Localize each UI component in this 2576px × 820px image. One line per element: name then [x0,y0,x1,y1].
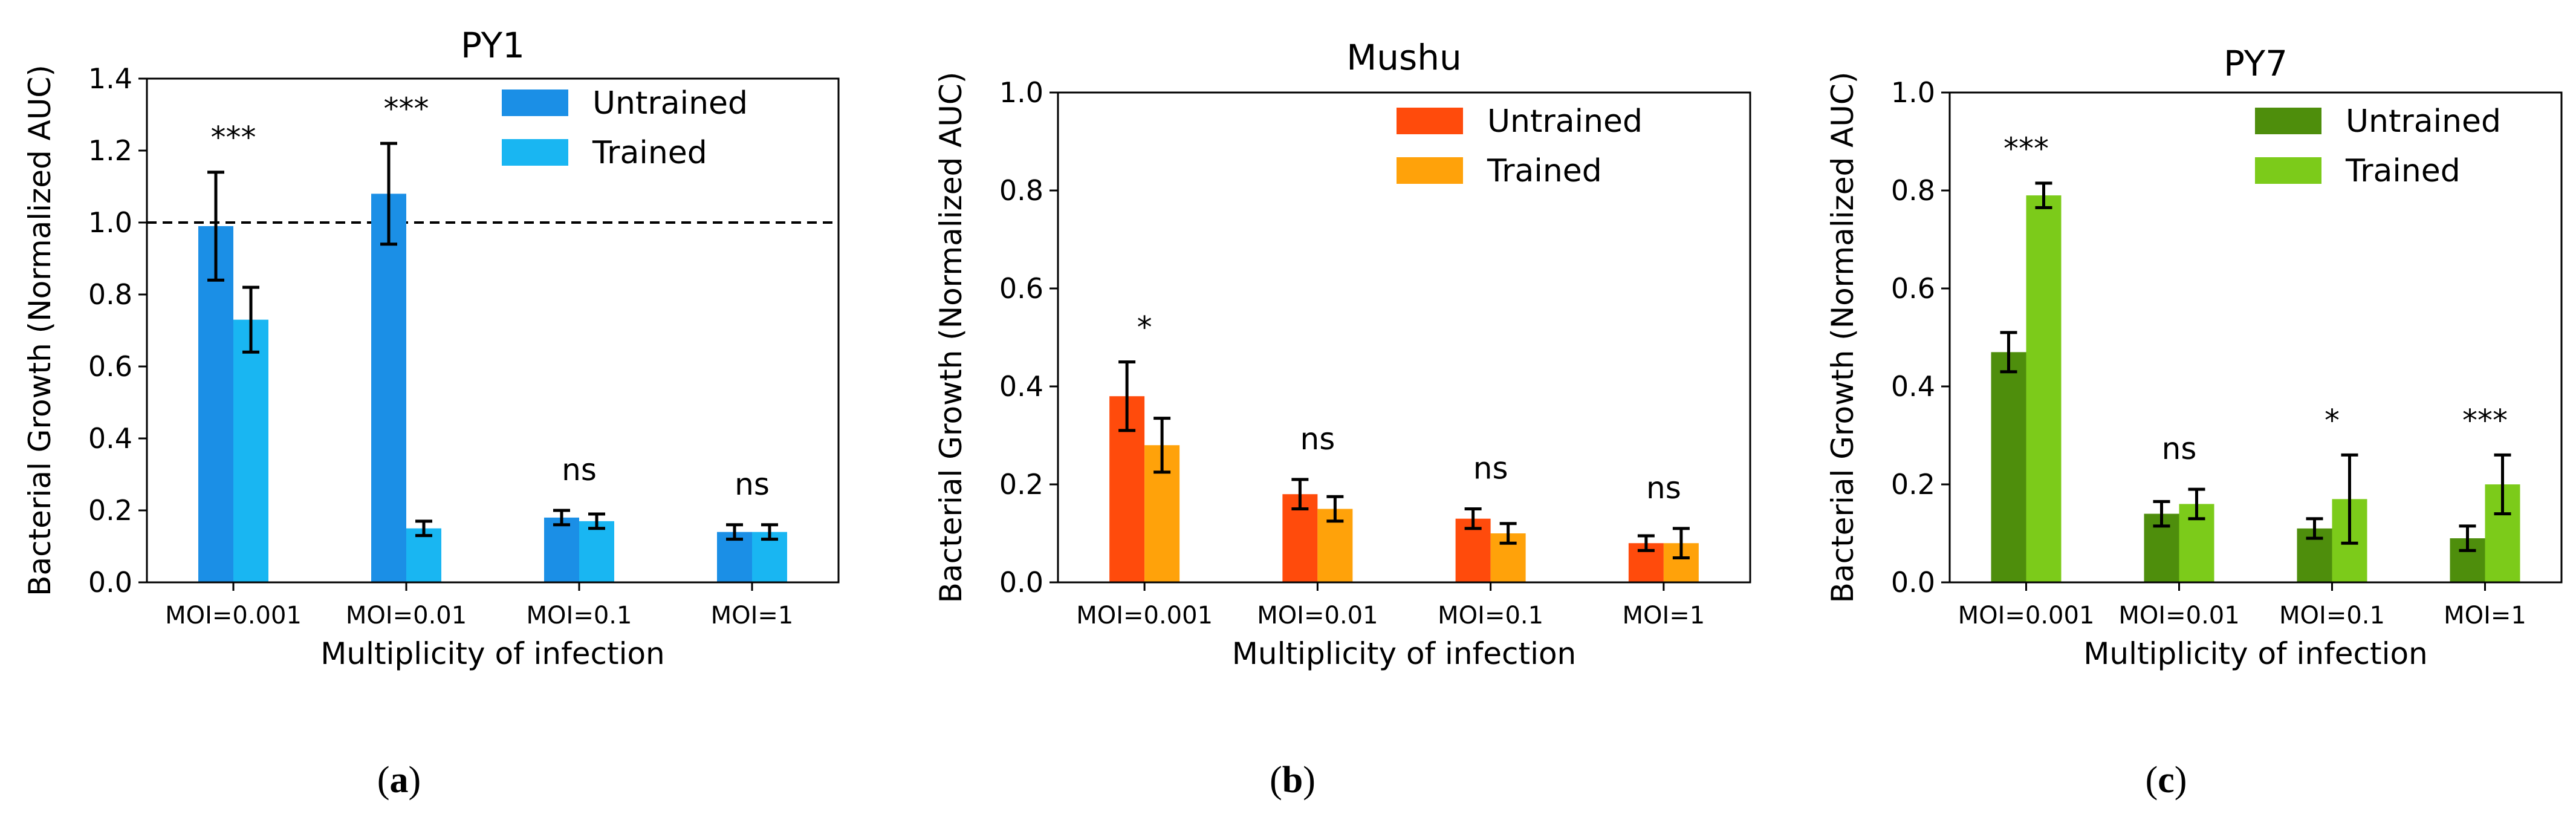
panel-label-open: ( [2146,760,2158,801]
y-tick-label: 0.2 [88,494,132,527]
x-tick-label: MOI=0.1 [1438,602,1543,630]
legend-swatch-untrained [1397,108,1463,134]
bar-untrained [1991,352,2026,582]
y-tick-label: 1.0 [1891,76,1935,109]
chart-title: Mushu [1346,37,1462,78]
axes-frame [1948,91,2563,584]
chart-panel-a: PY1 0.0 0.2 0.4 0.6 0.8 1.0 1.2 1.4 MOI=0.001 *** M… [22,25,840,801]
significance-label: *** [2462,403,2508,438]
significance-label: ns [1300,421,1335,457]
panel-label-close: ) [409,760,421,801]
legend-label: Trained [592,135,707,171]
legend-label: Untrained [1487,103,1643,140]
legend-swatch-untrained [502,89,568,116]
x-tick-label: MOI=0.01 [2118,602,2239,630]
panel-label-letter: b [1282,760,1303,801]
y-tick-label: 1.4 [88,62,132,95]
legend-swatch-trained [502,139,568,166]
x-tick-label: MOI=0.01 [1257,602,1378,630]
panel-label-close: ) [2175,760,2187,801]
x-tick-label: MOI=1 [1622,602,1705,630]
panel-label: (c) [2146,760,2187,801]
panel-label-letter: c [2158,760,2175,801]
x-tick-label: MOI=0.001 [1958,602,2095,630]
bar-trained [579,521,614,582]
chart-panel-b: Mushu 0.0 0.2 0.4 0.6 0.8 1.0 MOI=0.001 * MOI=0.0… [933,37,1751,801]
significance-label: ns [2162,431,2197,466]
legend: Untrained Trained [502,85,748,171]
y-axis-label: Bacterial Growth (Normalized AUC) [22,65,57,596]
significance-label: ns [1473,451,1508,486]
chart-title: PY7 [2224,43,2288,84]
y-tick-label: 0.6 [1891,272,1935,305]
panel-label: (b) [1270,760,1316,801]
significance-label: *** [2003,131,2049,166]
legend: Untrained Trained [1397,103,1643,189]
x-tick-label: MOI=1 [2444,602,2526,630]
legend-label: Untrained [2346,103,2501,140]
significance-label: ns [562,452,597,487]
y-tick-label: 0.0 [1891,566,1935,599]
x-tick-label: MOI=0.001 [1076,602,1213,630]
chart-panel-c: PY7 0.0 0.2 0.4 0.6 0.8 1.0 MOI=0.001 *** MOI=0.0… [1825,43,2563,801]
y-tick-label: 1.2 [88,134,132,167]
panel-label: (a) [377,760,421,801]
y-tick-label: 0.8 [88,278,132,311]
y-axis-label: Bacterial Growth (Normalized AUC) [933,72,968,604]
legend-label: Trained [2345,153,2461,189]
significance-label: ns [735,467,770,502]
significance-label: * [1137,310,1152,345]
significance-label: ns [1646,470,1681,506]
bar-trained [406,528,441,582]
x-axis-label: Multiplicity of infection [1232,636,1577,671]
x-axis-label: Multiplicity of infection [2083,636,2428,671]
y-tick-label: 1.0 [88,206,132,239]
bar-trained [2026,195,2062,583]
legend-swatch-trained [1397,157,1463,184]
x-axis-label: Multiplicity of infection [320,636,665,671]
y-tick-label: 0.6 [88,350,132,383]
significance-label: *** [211,120,256,155]
significance-label: * [2325,403,2340,438]
legend-swatch-untrained [2255,108,2321,134]
legend-label: Untrained [592,85,748,122]
y-tick-label: 0.8 [1891,174,1935,207]
significance-label: *** [384,91,429,126]
x-tick-label: MOI=0.001 [165,602,302,630]
panel-label-open: ( [1270,760,1282,801]
bar-untrained [544,517,579,582]
x-tick-label: MOI=1 [711,602,794,630]
axes-frame [1057,91,1751,584]
y-axis-label: Bacterial Growth (Normalized AUC) [1825,72,1860,604]
y-tick-label: 0.0 [999,566,1043,599]
bar-untrained [371,194,406,582]
chart-title: PY1 [461,25,525,66]
y-tick-label: 0.0 [88,566,132,599]
y-tick-label: 0.6 [999,272,1043,305]
legend-swatch-trained [2255,157,2321,184]
x-tick-label: MOI=0.1 [527,602,632,630]
y-tick-label: 0.4 [88,422,132,455]
y-tick-label: 0.8 [999,174,1043,207]
x-tick-label: MOI=0.01 [346,602,467,630]
bar-untrained [198,226,233,582]
x-tick-label: MOI=0.1 [2279,602,2385,630]
y-tick-label: 0.2 [999,468,1043,501]
y-tick-label: 0.4 [999,370,1043,403]
panel-label-letter: a [390,760,409,801]
y-tick-label: 1.0 [999,76,1043,109]
legend-label: Trained [1487,153,1602,189]
bar-trained [233,319,268,582]
legend: Untrained Trained [2255,103,2501,189]
panel-label-close: ) [1303,760,1316,801]
axes-frame [146,77,840,584]
y-tick-label: 0.2 [1891,468,1935,501]
panel-label-open: ( [377,760,390,801]
y-tick-label: 0.4 [1891,370,1935,403]
